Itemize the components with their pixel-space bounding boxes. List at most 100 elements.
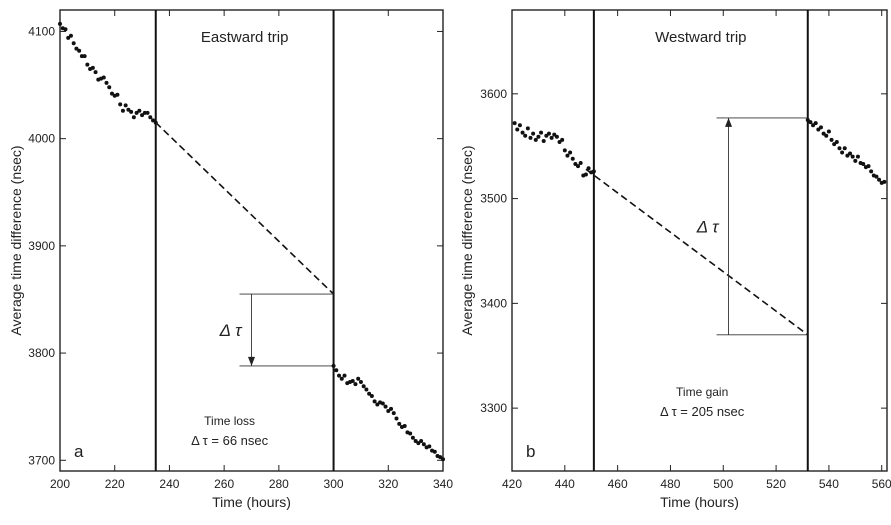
data-point [818,125,823,130]
y-axis-title: Average time difference (nsec) [8,145,24,335]
data-point [90,65,95,70]
data-point [853,158,858,163]
y-tick-label: 3500 [480,192,507,206]
data-point [134,110,139,115]
data-point [413,438,418,443]
x-tick-label: 300 [324,477,344,491]
data-point [861,162,866,167]
data-point [339,376,344,381]
data-point [549,135,554,140]
x-tick-label: 260 [214,477,234,491]
data-point [877,177,882,182]
data-point [419,438,424,443]
data-point [71,41,76,46]
data-point [386,408,391,413]
data-point [402,423,407,428]
data-point [380,401,385,406]
data-point [541,138,546,143]
data-point [427,444,432,449]
data-point [93,70,98,75]
data-point [869,169,874,174]
data-point [410,435,415,440]
annotation-line: Δ τ = 205 nsec [660,404,745,419]
data-point [539,130,544,135]
data-point [129,109,134,114]
data-point [66,35,71,40]
y-tick-label: 3400 [480,296,507,310]
data-point [153,120,158,125]
data-point [334,368,339,373]
x-tick-label: 420 [502,477,522,491]
data-point [126,107,131,112]
x-tick-label: 460 [608,477,628,491]
data-point [531,131,536,136]
x-tick-label: 280 [269,477,289,491]
data-point [568,150,573,155]
y-tick-label: 3600 [480,87,507,101]
data-point [826,129,831,134]
data-point [562,148,567,153]
data-point [118,102,123,107]
data-point [837,146,842,151]
data-point [840,150,845,155]
data-point [383,404,388,409]
data-point [58,21,62,26]
x-tick-label: 560 [872,477,891,491]
data-point [77,48,82,53]
y-tick-label: 3800 [28,346,55,360]
y-tick-label: 3700 [28,453,55,467]
data-point [416,441,421,446]
data-point [850,154,855,159]
data-point [528,135,533,140]
annotation-line: Time loss [204,414,255,428]
y-tick-label: 3900 [28,239,55,253]
data-point [350,378,355,383]
data-point [834,140,839,145]
data-point [578,160,583,165]
x-tick-label: 340 [433,477,453,491]
data-point [394,416,399,421]
data-point [369,393,374,398]
data-point [408,431,413,436]
data-point [848,151,853,156]
data-point [342,373,347,378]
data-point [331,363,336,368]
data-point [441,457,445,462]
data-point [554,134,559,139]
data-point [115,92,120,97]
data-point [391,411,396,416]
data-point [361,384,366,389]
data-point [576,164,581,169]
data-point [85,62,90,67]
data-point [82,54,87,59]
x-tick-label: 540 [819,477,839,491]
data-point [432,449,437,454]
x-tick-label: 440 [555,477,575,491]
panel-a: 200 220 240 260 280 300 320 340 3700 3800 3900 4000… [8,9,453,510]
data-point [829,137,834,142]
data-point [364,387,369,392]
x-tick-label: 240 [159,477,179,491]
panel-label: a [74,442,84,461]
data-point [824,133,829,138]
data-point [808,120,813,125]
data-point [855,154,860,159]
extrapolation-line [155,121,335,295]
data-point [120,108,125,113]
delta-tau-label: Δ τ [219,321,243,340]
data-point [367,391,372,396]
data-point [63,27,68,32]
panel-label: b [526,442,535,461]
data-point [533,137,538,142]
data-point [74,46,79,51]
data-point [107,85,112,90]
data-point [353,382,358,387]
plot-frame [59,9,444,472]
x-tick-label: 480 [660,477,680,491]
chart-title: Eastward trip [201,29,289,46]
plot-frame [511,9,888,472]
data-point [140,113,145,118]
data-point [151,118,156,123]
data-point [882,179,887,184]
